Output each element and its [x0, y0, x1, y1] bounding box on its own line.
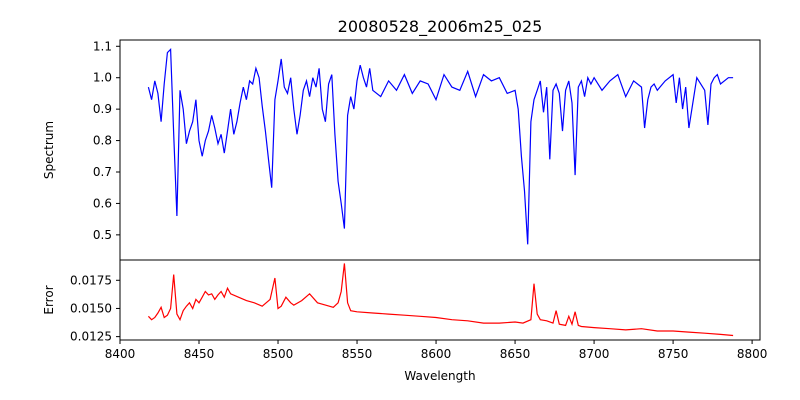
error-y-ticks: 0.0125 0.0150 0.0175	[70, 273, 120, 344]
x-tick-label: 8750	[658, 347, 689, 361]
spectrum-y-tick-label: 0.6	[93, 196, 112, 210]
spectrum-y-tick-label: 0.9	[93, 102, 112, 116]
x-axis-label: Wavelength	[404, 369, 475, 383]
x-tick-label: 8550	[342, 347, 373, 361]
error-y-tick-label: 0.0150	[70, 301, 112, 315]
error-axes-frame	[119, 259, 761, 341]
x-tick-label: 8400	[105, 347, 136, 361]
spectrum-y-axis-label: Spectrum	[42, 121, 56, 179]
spectrum-y-tick-label: 1.1	[93, 39, 112, 53]
spectrum-line	[147, 48, 734, 245]
chart-title: 20080528_2006m25_025	[338, 17, 543, 37]
error-line	[147, 263, 734, 337]
error-y-tick-label: 0.0125	[70, 330, 112, 344]
x-tick-label: 8600	[421, 347, 452, 361]
x-tick-label: 8700	[579, 347, 610, 361]
x-tick-label: 8500	[263, 347, 294, 361]
error-x-ticks: 8400 8450 8500 8550 8600 8650 8700 8750 8800	[105, 340, 768, 361]
x-tick-label: 8800	[737, 347, 768, 361]
spectrum-axes-frame	[119, 39, 761, 261]
error-y-axis-label: Error	[42, 285, 56, 314]
spectrum-y-tick-label: 0.8	[93, 134, 112, 148]
spectrum-panel: 0.5 0.6 0.7 0.8 0.9 1.0 1.1 Spectrum	[42, 39, 761, 261]
x-tick-label: 8450	[184, 347, 215, 361]
spectrum-y-tick-label: 1.0	[93, 71, 112, 85]
x-tick-label: 8650	[500, 347, 531, 361]
spectrum-y-tick-label: 0.7	[93, 165, 112, 179]
spectrum-y-ticks: 0.5 0.6 0.7 0.8 0.9 1.0 1.1	[93, 39, 120, 242]
spectrum-y-tick-label: 0.5	[93, 228, 112, 242]
error-y-tick-label: 0.0175	[70, 273, 112, 287]
